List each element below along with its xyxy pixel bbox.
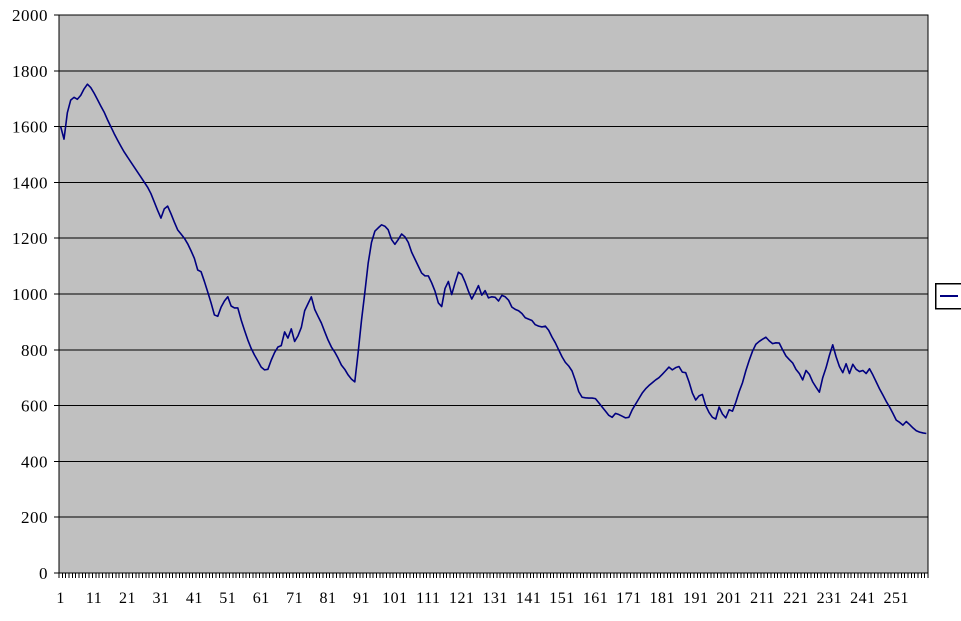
x-axis-label: 71 — [286, 590, 303, 607]
x-axis-label: 41 — [186, 590, 203, 607]
y-axis-label: 1600 — [12, 118, 48, 137]
x-axis-label: 111 — [416, 590, 440, 607]
x-axis-label: 1 — [56, 590, 65, 607]
x-axis-label: 121 — [449, 590, 475, 607]
x-axis-label: 151 — [549, 590, 575, 607]
x-axis-label: 61 — [253, 590, 270, 607]
x-axis-label: 171 — [616, 590, 642, 607]
y-axis-label: 0 — [39, 564, 48, 583]
y-axis-label: 1400 — [12, 173, 48, 192]
x-axis-label: 11 — [86, 590, 102, 607]
y-axis-label: 800 — [21, 341, 48, 360]
x-axis-label: 131 — [482, 590, 508, 607]
y-axis-label: 1200 — [12, 229, 48, 248]
x-axis-label: 201 — [716, 590, 742, 607]
y-axis-label: 200 — [21, 508, 48, 527]
x-axis-label: 161 — [583, 590, 609, 607]
x-axis-label: 51 — [219, 590, 236, 607]
y-axis-label: 600 — [21, 397, 48, 416]
y-axis-label: 2000 — [12, 6, 48, 25]
x-axis-label: 181 — [650, 590, 676, 607]
x-axis-label: 211 — [750, 590, 775, 607]
x-axis-label: 221 — [783, 590, 809, 607]
x-axis-label: 241 — [850, 590, 876, 607]
series-line-0 — [59, 83, 927, 435]
x-axis-label: 91 — [353, 590, 370, 607]
x-axis-label: 141 — [516, 590, 542, 607]
y-axis-label: 400 — [21, 452, 48, 471]
y-axis-label: 1800 — [12, 62, 48, 81]
x-axis-label: 21 — [119, 590, 136, 607]
x-axis-label: 31 — [152, 590, 169, 607]
x-axis-label: 191 — [683, 590, 709, 607]
x-axis-label: 81 — [320, 590, 337, 607]
x-axis-label: 231 — [817, 590, 843, 607]
y-axis-label: 1000 — [12, 285, 48, 304]
x-axis-label: 251 — [883, 590, 909, 607]
x-axis-label: 101 — [382, 590, 408, 607]
